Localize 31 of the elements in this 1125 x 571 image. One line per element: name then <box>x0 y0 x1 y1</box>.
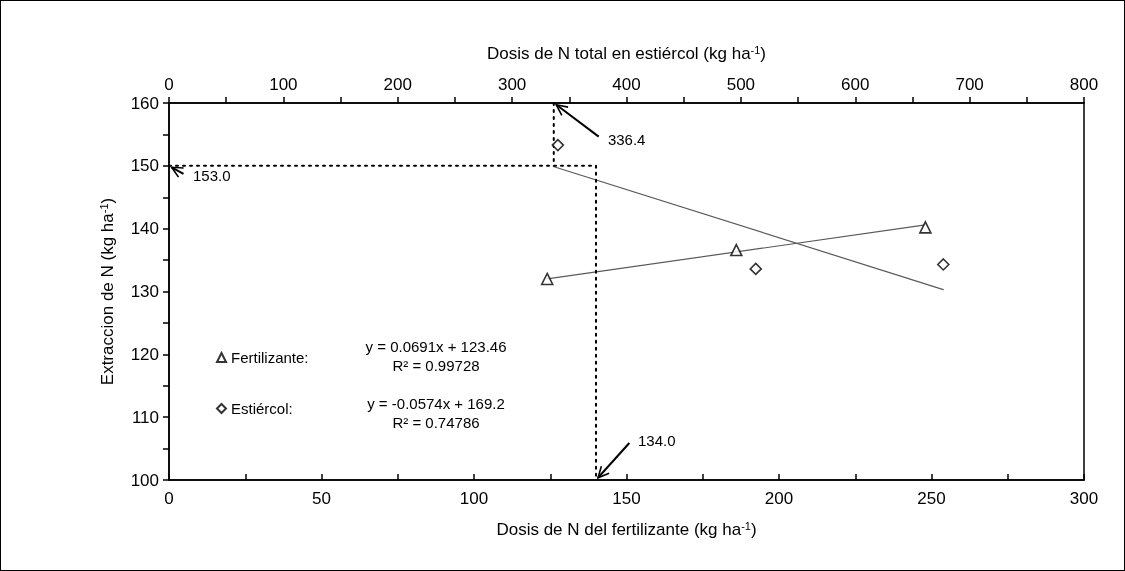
annotation: 336.4 <box>607 130 646 148</box>
x-tick-label: 200 <box>764 489 794 508</box>
annotation: y = 0.0691x + 123.46 R² = 0.99728 <box>365 338 507 374</box>
y-tick-label: 160 <box>130 93 159 113</box>
x2-tick-label: 100 <box>269 75 298 94</box>
x2-tick-label: 700 <box>955 75 984 94</box>
y-axis-title: Extraccion de N (kg ha-1) <box>97 197 117 386</box>
x2-tick-label: 600 <box>841 75 870 94</box>
y-tick-label: 130 <box>130 282 159 301</box>
annotation: 134.0 <box>638 431 676 449</box>
x-tick-label: 100 <box>459 489 489 508</box>
y-tick-label: 140 <box>130 219 159 239</box>
x2-tick-label: 400 <box>612 75 641 94</box>
y-tick-label: 100 <box>130 470 159 490</box>
legend-label: Estiércol: <box>231 400 293 417</box>
annotation: 153.0 <box>193 167 231 185</box>
x2-tick-label: 200 <box>383 75 412 94</box>
x2-tick-label: 500 <box>726 75 756 94</box>
x2-tick-label: 300 <box>497 75 527 94</box>
annotation: y = -0.0574x + 169.2 R² = 0.74786 <box>367 395 505 431</box>
y-tick-label: 110 <box>131 407 159 427</box>
y-tick-label: 150 <box>130 156 159 176</box>
x-tick-label: 250 <box>917 489 946 508</box>
x2-tick-label: 800 <box>1069 75 1099 94</box>
x2-tick-label: 0 <box>164 75 174 94</box>
x-tick-label: 150 <box>612 489 641 508</box>
x-tick-label: 0 <box>164 489 174 508</box>
legend-label: Fertilizante: <box>231 349 309 366</box>
x-tick-label: 300 <box>1069 489 1099 508</box>
x-tick-label: 50 <box>312 489 331 508</box>
y-tick-label: 120 <box>130 344 159 364</box>
